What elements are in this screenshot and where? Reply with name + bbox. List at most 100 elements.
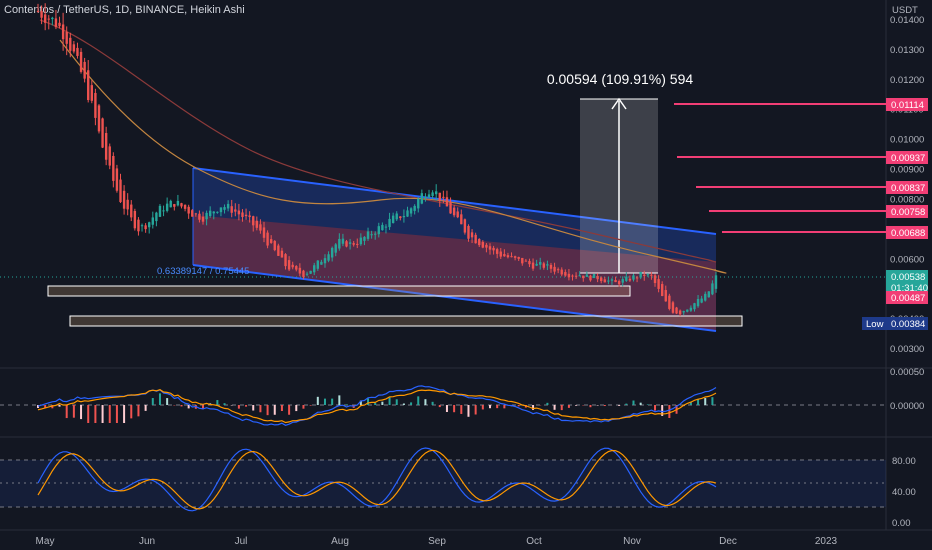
macd-bar: [108, 405, 111, 423]
candle-body: [259, 224, 262, 231]
macd-bar: [654, 405, 657, 411]
macd-signal-line: [37, 389, 717, 424]
candle-body: [219, 207, 223, 213]
candle-body: [567, 273, 571, 278]
candle-body: [366, 231, 370, 239]
candle-body: [165, 203, 169, 211]
candle-body: [47, 18, 50, 20]
candle-body: [345, 241, 348, 247]
candle-body: [632, 275, 635, 280]
candle-body: [313, 265, 316, 273]
macd-bar: [115, 405, 118, 423]
macd-bar: [158, 393, 161, 405]
candle-body: [237, 210, 241, 215]
candle-body: [495, 249, 499, 254]
stoch-tick-3: 0.00: [892, 518, 911, 529]
macd-bar: [417, 396, 420, 405]
support-zone-upper[interactable]: [47, 285, 631, 297]
candle-body: [187, 206, 190, 214]
macd-bar: [338, 395, 341, 405]
macd-bar: [137, 405, 140, 417]
time-tick-5: Oct: [526, 536, 542, 547]
candle-body: [226, 203, 230, 209]
macd-bar: [704, 398, 707, 405]
candle-body: [79, 51, 83, 72]
candle-body: [499, 251, 502, 257]
candle-body: [524, 260, 528, 262]
time-tick-2: Jul: [235, 536, 248, 547]
candle-body: [539, 262, 542, 265]
candle-body: [51, 17, 54, 20]
target-badge-2-text: 0.00937: [891, 153, 925, 164]
candle-body: [442, 196, 445, 198]
macd-bar: [87, 405, 90, 423]
candle-body: [370, 234, 373, 236]
candle-body: [133, 210, 137, 229]
candle-body: [513, 256, 517, 258]
candle-body: [248, 215, 251, 218]
candle-body: [151, 217, 154, 225]
candle-body: [664, 290, 667, 302]
candle-body: [693, 303, 696, 310]
target-badge-3: [886, 181, 928, 194]
candle-body: [556, 269, 560, 271]
candle-body: [711, 283, 714, 295]
macd-bar: [101, 405, 104, 423]
candle-body: [119, 179, 122, 203]
macd-bar: [295, 405, 298, 412]
candle-body: [241, 212, 244, 218]
macd-bar: [94, 405, 97, 423]
target-badge-1: [886, 98, 928, 111]
candle-body: [291, 264, 294, 268]
candle-body: [445, 197, 449, 207]
macd-bar: [58, 405, 61, 407]
candle-body: [714, 275, 718, 289]
candle-body: [334, 244, 337, 253]
ma-mid: [59, 39, 727, 274]
macd-bar: [589, 405, 592, 408]
macd-bar: [316, 396, 319, 405]
candle-body: [201, 216, 205, 222]
macd-bar: [711, 397, 714, 405]
candle-body: [148, 222, 151, 228]
candle-body: [83, 61, 86, 79]
candle-body: [406, 210, 409, 217]
time-tick-0: May: [36, 536, 55, 547]
candle-body: [137, 219, 140, 232]
macd-bar: [481, 405, 484, 410]
macd-bar: [180, 405, 183, 407]
candle-body: [456, 211, 459, 218]
candle-body: [298, 267, 302, 274]
candle-body: [305, 273, 309, 275]
target-badge-2: [886, 151, 928, 164]
support-zone-lower[interactable]: [69, 315, 743, 327]
macd-tick-1: 0.00050: [890, 367, 924, 378]
target-badge-5-text: 0.00688: [891, 228, 925, 239]
macd-bar: [302, 405, 305, 409]
target-badge-1-text: 0.01114: [891, 100, 924, 111]
macd-bar: [51, 405, 54, 409]
macd-bar: [216, 400, 219, 405]
macd-bar: [237, 405, 240, 409]
macd-bar: [252, 405, 255, 411]
candle-body: [592, 273, 596, 279]
price-tick-4: 0.01000: [890, 135, 924, 146]
candle-body: [395, 213, 398, 220]
candle-body: [97, 105, 101, 132]
candle-body: [467, 225, 470, 239]
candle-body: [643, 274, 646, 276]
macd-bar: [596, 405, 599, 406]
macd-bar: [553, 405, 556, 410]
candle-body: [94, 92, 97, 118]
time-axis[interactable]: May Jun Jul Aug Sep Oct Nov Dec 2023: [36, 536, 838, 547]
candle-body: [585, 274, 589, 277]
candle-body: [438, 192, 441, 201]
stoch-tick-1: 80.00: [892, 456, 916, 467]
candle-body: [115, 168, 119, 191]
candle-body: [409, 208, 413, 214]
candle-body: [603, 279, 606, 283]
candle-body: [40, 11, 43, 18]
candle-body: [689, 307, 693, 311]
macd-bar: [424, 399, 427, 405]
